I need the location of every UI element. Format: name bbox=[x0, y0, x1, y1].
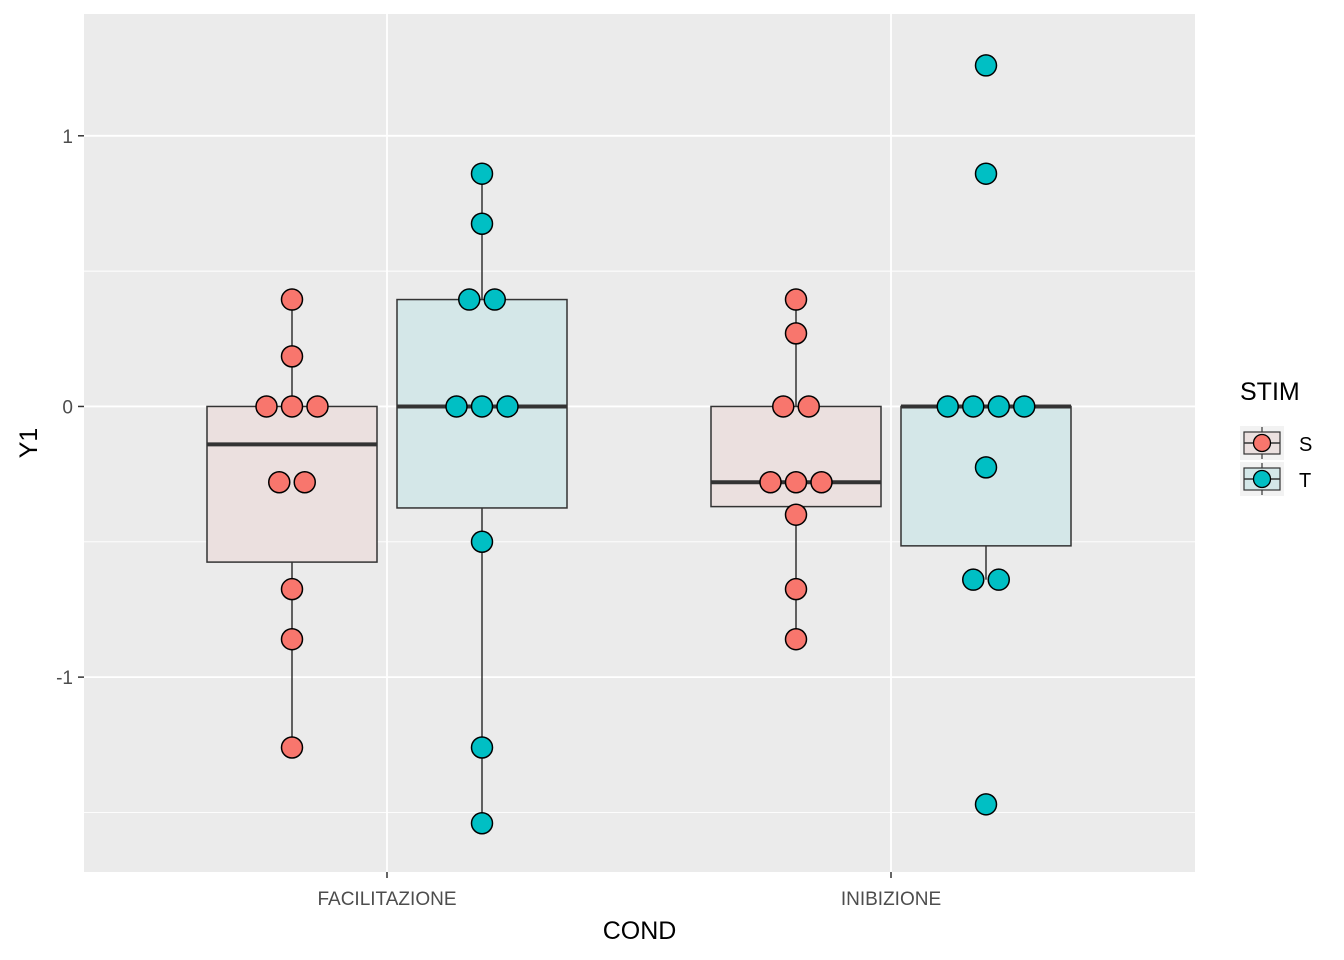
y-axis-title: Y1 bbox=[15, 428, 43, 459]
data-point-s bbox=[759, 470, 782, 494]
data-point-t bbox=[974, 793, 998, 816]
data-point-t bbox=[470, 212, 494, 236]
data-point-s bbox=[280, 345, 304, 368]
data-point-t bbox=[962, 568, 985, 591]
data-point-t bbox=[974, 54, 998, 77]
data-point-s bbox=[784, 288, 808, 311]
y-tick-label: -1 bbox=[56, 668, 73, 689]
data-point-s bbox=[268, 470, 291, 494]
y-axis: -1 0 1 bbox=[56, 127, 84, 689]
x-tick-label: INIBIZIONE bbox=[841, 889, 941, 910]
data-point-t bbox=[1013, 395, 1036, 418]
box-layer bbox=[206, 173, 1072, 824]
legend-title: STIM bbox=[1240, 378, 1300, 406]
data-point-s bbox=[280, 627, 304, 651]
data-point-s bbox=[280, 736, 304, 759]
legend: STIM ST bbox=[1240, 378, 1312, 496]
data-point-t bbox=[458, 288, 481, 311]
box-s bbox=[206, 405, 378, 563]
data-point-t bbox=[483, 288, 506, 311]
data-point-t bbox=[987, 568, 1010, 591]
data-point-s bbox=[784, 577, 808, 601]
data-point-s bbox=[280, 288, 304, 311]
data-point-s bbox=[797, 395, 820, 418]
data-point-s bbox=[293, 470, 316, 494]
data-point-t bbox=[974, 162, 998, 185]
data-point-s bbox=[255, 395, 278, 418]
x-tick-label: FACILITAZIONE bbox=[317, 889, 456, 910]
data-point-t bbox=[496, 395, 519, 418]
y-tick-label: 1 bbox=[62, 127, 73, 148]
data-point-s bbox=[772, 395, 795, 418]
data-point-t bbox=[962, 395, 985, 418]
data-point-t bbox=[936, 395, 959, 418]
data-point-s bbox=[280, 577, 304, 601]
data-point-t bbox=[470, 162, 494, 185]
data-point-t bbox=[470, 530, 494, 554]
legend-key-point bbox=[1252, 469, 1272, 489]
data-point-t bbox=[445, 395, 468, 418]
data-point-s bbox=[306, 395, 329, 418]
data-point-t bbox=[470, 736, 494, 759]
data-point-t bbox=[974, 456, 998, 479]
data-point-s bbox=[784, 627, 808, 651]
data-point-t bbox=[470, 395, 494, 418]
data-point-t bbox=[987, 395, 1010, 418]
point-layer bbox=[255, 54, 1036, 835]
data-point-t bbox=[470, 812, 494, 835]
data-point-s bbox=[784, 503, 808, 526]
data-point-s bbox=[280, 395, 304, 418]
data-point-s bbox=[810, 470, 833, 494]
x-axis-title: COND bbox=[603, 917, 677, 945]
y-tick-label: 0 bbox=[62, 397, 73, 418]
legend-label-t: T bbox=[1299, 470, 1311, 492]
data-point-s bbox=[784, 470, 808, 494]
legend-key-point bbox=[1252, 433, 1272, 453]
x-axis: FACILITAZIONE INIBIZIONE bbox=[317, 872, 941, 910]
legend-label-s: S bbox=[1299, 434, 1312, 456]
data-point-s bbox=[784, 322, 808, 345]
